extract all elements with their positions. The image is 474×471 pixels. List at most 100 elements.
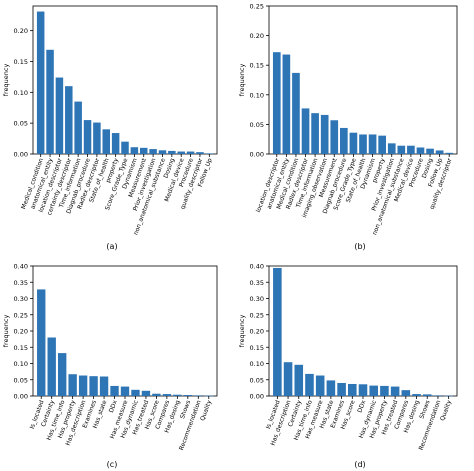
panel-d-bar-13	[412, 394, 421, 396]
panel-a-bar-4	[74, 101, 82, 154]
panel-c-ytick-label-7: 0.35	[14, 279, 28, 287]
panel-a-ytick-label-4: 0.20	[14, 27, 28, 35]
panel-a-bar-14	[168, 150, 176, 154]
panel-a-bar-12	[149, 149, 157, 154]
panel-d-ytick-label-7: 0.35	[250, 279, 264, 287]
panel-d-ytick-label-0: 0.00	[250, 393, 264, 401]
panel-b-bar-11	[378, 135, 386, 154]
panel-b-ytick-label-3: 0.15	[250, 62, 264, 70]
panel-b-bar-8	[349, 132, 358, 154]
panel-b-bar-14	[407, 145, 415, 154]
panel-b-ylabel: frequency	[238, 64, 246, 97]
panel-b-bar-9	[359, 134, 367, 154]
panel-c-bar-6	[99, 376, 109, 396]
panel-d-bar-9	[369, 385, 378, 396]
panel-a-bar-2	[55, 77, 64, 154]
panel-c-xtick-label-15: Recommendation	[178, 399, 203, 451]
panel-b-ytick-label-0: 0.00	[250, 151, 264, 159]
panel-a-caption: (a)	[106, 242, 117, 251]
panel-c-ytick-label-8: 0.40	[14, 263, 28, 271]
panel-d-ytick-label-5: 0.25	[250, 311, 264, 319]
panel-c-bar-1	[47, 337, 56, 396]
panel-a-ytick-label-0: 0.00	[14, 151, 28, 159]
panel-c-ytick-label-3: 0.15	[14, 344, 28, 352]
panel-a-ytick-label-1: 0.05	[14, 120, 28, 128]
panel-a-bar-17	[196, 152, 204, 154]
panel-d-bar-2	[294, 364, 304, 396]
panel-c-ytick-label-6: 0.30	[14, 295, 28, 303]
panel-c-caption: (c)	[107, 460, 118, 469]
panel-d-bar-1	[283, 362, 293, 396]
panel-b-bar-3	[301, 108, 310, 154]
panel-b-bar-18	[445, 152, 454, 154]
panel-b-bar-10	[368, 134, 377, 154]
panel-d-ytick-label-8: 0.40	[250, 263, 264, 271]
panel-b-ytick-label-2: 0.10	[250, 91, 264, 99]
panel-a-bar-13	[158, 150, 167, 154]
panel-b-bar-4	[311, 113, 319, 154]
panel-c-bar-7	[110, 385, 119, 396]
panel-d-bar-16	[444, 395, 453, 397]
panel-c-ytick-label-4: 0.20	[14, 328, 28, 336]
panel-a-bar-10	[130, 147, 139, 154]
panel-c-ytick-label-0: 0.00	[14, 393, 28, 401]
panel-d-ytick-label-4: 0.20	[250, 328, 264, 336]
panel-a-bar-8	[111, 133, 120, 154]
panel-c-bar-10	[141, 390, 151, 396]
panel-c-ylabel: frequency	[2, 315, 10, 348]
panel-d-bar-8	[358, 384, 368, 396]
panel-d-bar-14	[422, 394, 432, 396]
panel-d-ylabel: frequency	[238, 315, 246, 348]
panel-c-xtick-label-7: DDx	[108, 399, 119, 414]
panel-c-bar-15	[194, 395, 203, 396]
panel-d-bar-10	[380, 385, 389, 396]
panel-a-bar-16	[186, 151, 195, 154]
panel-a-bar-1	[46, 49, 54, 154]
panel-d-bar-4	[315, 375, 325, 396]
panel-c-bar-9	[131, 389, 140, 396]
panel-d-ytick-label-3: 0.15	[250, 344, 264, 352]
panel-d-caption: (d)	[354, 460, 365, 469]
panel-b-ytick-label-4: 0.20	[250, 32, 264, 40]
panel-d-bar-15	[433, 395, 443, 396]
panel-b-bar-2	[292, 72, 300, 154]
panel-d-bar-5	[326, 380, 336, 396]
panel-d-bar-0	[273, 267, 282, 396]
panel-b-bar-0	[272, 52, 281, 155]
panel-c-bar-14	[183, 395, 193, 396]
panel-b-bar-1	[282, 54, 291, 154]
panel-d-bar-11	[390, 386, 400, 396]
panel-c-bar-8	[120, 386, 130, 396]
panel-a-bar-0	[36, 11, 45, 154]
panel-b-bar-7	[340, 127, 348, 154]
panel-a-bar-11	[139, 147, 148, 154]
panel-a-bar-3	[65, 86, 73, 154]
panel-a-ytick-label-2: 0.10	[14, 89, 28, 97]
panel-d-bar-3	[305, 373, 314, 396]
panel-d-bar-12	[401, 390, 411, 396]
panel-c-ytick-label-5: 0.25	[14, 311, 28, 319]
panel-a-bar-18	[205, 153, 214, 154]
panel-b-caption: (b)	[354, 242, 365, 251]
panel-c-bar-4	[78, 375, 88, 396]
panel-c-bar-5	[89, 376, 98, 396]
panel-b-ytick-label-1: 0.05	[250, 121, 264, 129]
panel-b-bar-5	[320, 114, 329, 154]
panel-b-bar-6	[330, 120, 339, 154]
panel-d-ytick-label-1: 0.05	[250, 376, 264, 384]
panel-c-bar-3	[68, 374, 77, 396]
panel-b-bar-16	[426, 148, 434, 154]
panel-a-bar-5	[83, 120, 92, 154]
panel-d-ytick-label-2: 0.10	[250, 360, 264, 368]
panel-d-bar-7	[348, 383, 357, 396]
panel-a-ylabel: frequency	[2, 64, 10, 97]
panel-b-bar-17	[435, 150, 444, 154]
panel-c-bar-2	[57, 353, 67, 396]
panel-c-bar-0	[37, 289, 46, 396]
panel-a-bar-6	[93, 122, 101, 154]
panel-b-ytick-label-5: 0.25	[250, 3, 264, 11]
panel-c-bar-12	[162, 394, 172, 396]
panel-c-ytick-label-2: 0.10	[14, 360, 28, 368]
panel-a-ytick-label-3: 0.15	[14, 58, 28, 66]
